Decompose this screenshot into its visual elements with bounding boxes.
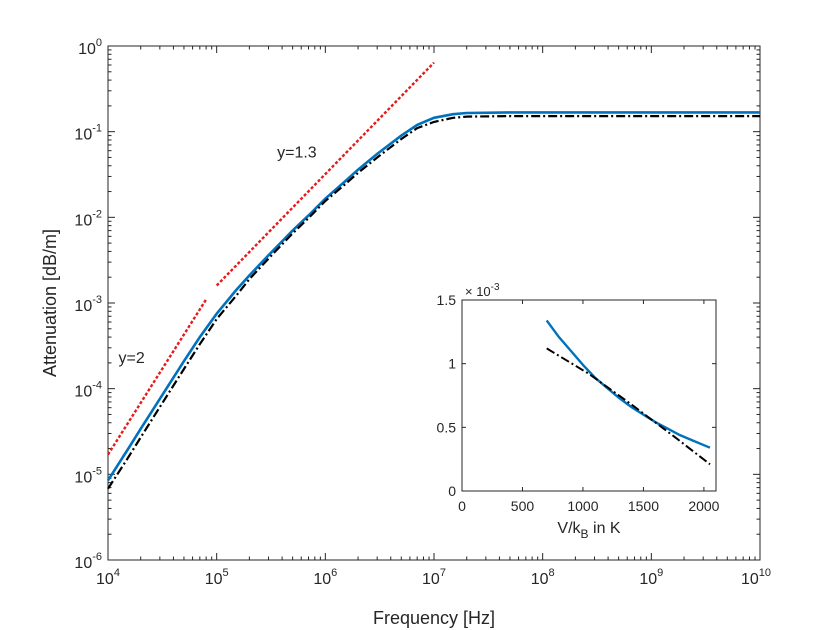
inset-y-multiplier: × 10-3 — [465, 282, 500, 299]
slope-line-y13 — [215, 61, 435, 287]
inset-x-tick-label: 1500 — [628, 498, 659, 514]
inset-y-tick-label: 0 — [448, 483, 456, 499]
y-tick-label: 10-3 — [74, 294, 102, 315]
inset-model-curve — [545, 319, 711, 449]
annotation-y2: y=2 — [119, 350, 145, 367]
x-tick-label: 109 — [639, 567, 663, 588]
slope-line-y2 — [106, 298, 208, 456]
y-tick-label: 10-6 — [74, 551, 102, 572]
y-axis-label: Attenuation [dB/m] — [40, 229, 60, 377]
inset-x-tick-label: 500 — [511, 498, 535, 514]
annotation-y13: y=1.3 — [277, 144, 317, 161]
inset-area — [461, 299, 717, 492]
y-tick-label: 10-2 — [74, 208, 102, 229]
x-axis-label: Frequency [Hz] — [373, 608, 495, 628]
x-tick-label: 1010 — [741, 567, 771, 588]
y-tick-label: 10-4 — [74, 380, 102, 401]
inset-x-axis-label: V/kB in K — [557, 520, 620, 541]
inset-x-tick-label: 0 — [458, 498, 466, 514]
model-curve — [106, 111, 760, 482]
inset-plot: 0 500 1000 1500 2000 0 0.5 1 1.5 × 10-3 V/kB in K — [437, 282, 720, 541]
inset-x-tick-label: 1000 — [567, 498, 598, 514]
inset-y-tick-label: 0.5 — [437, 419, 457, 435]
x-tick-label: 108 — [531, 567, 555, 588]
inset-x-tick-label: 2000 — [688, 498, 719, 514]
y-tick-label: 10-5 — [74, 465, 102, 486]
x-tick-label: 104 — [96, 567, 120, 588]
x-tick-label: 105 — [205, 567, 229, 588]
x-tick-label: 106 — [313, 567, 337, 588]
y-tick-label: 100 — [78, 37, 102, 58]
inset-y-tick-label: 1.5 — [437, 292, 457, 308]
inset-y-tick-label: 1 — [448, 356, 456, 372]
y-tick-label: 10-1 — [74, 123, 102, 144]
approximation-curve — [107, 114, 760, 490]
x-tick-label: 107 — [422, 567, 446, 588]
